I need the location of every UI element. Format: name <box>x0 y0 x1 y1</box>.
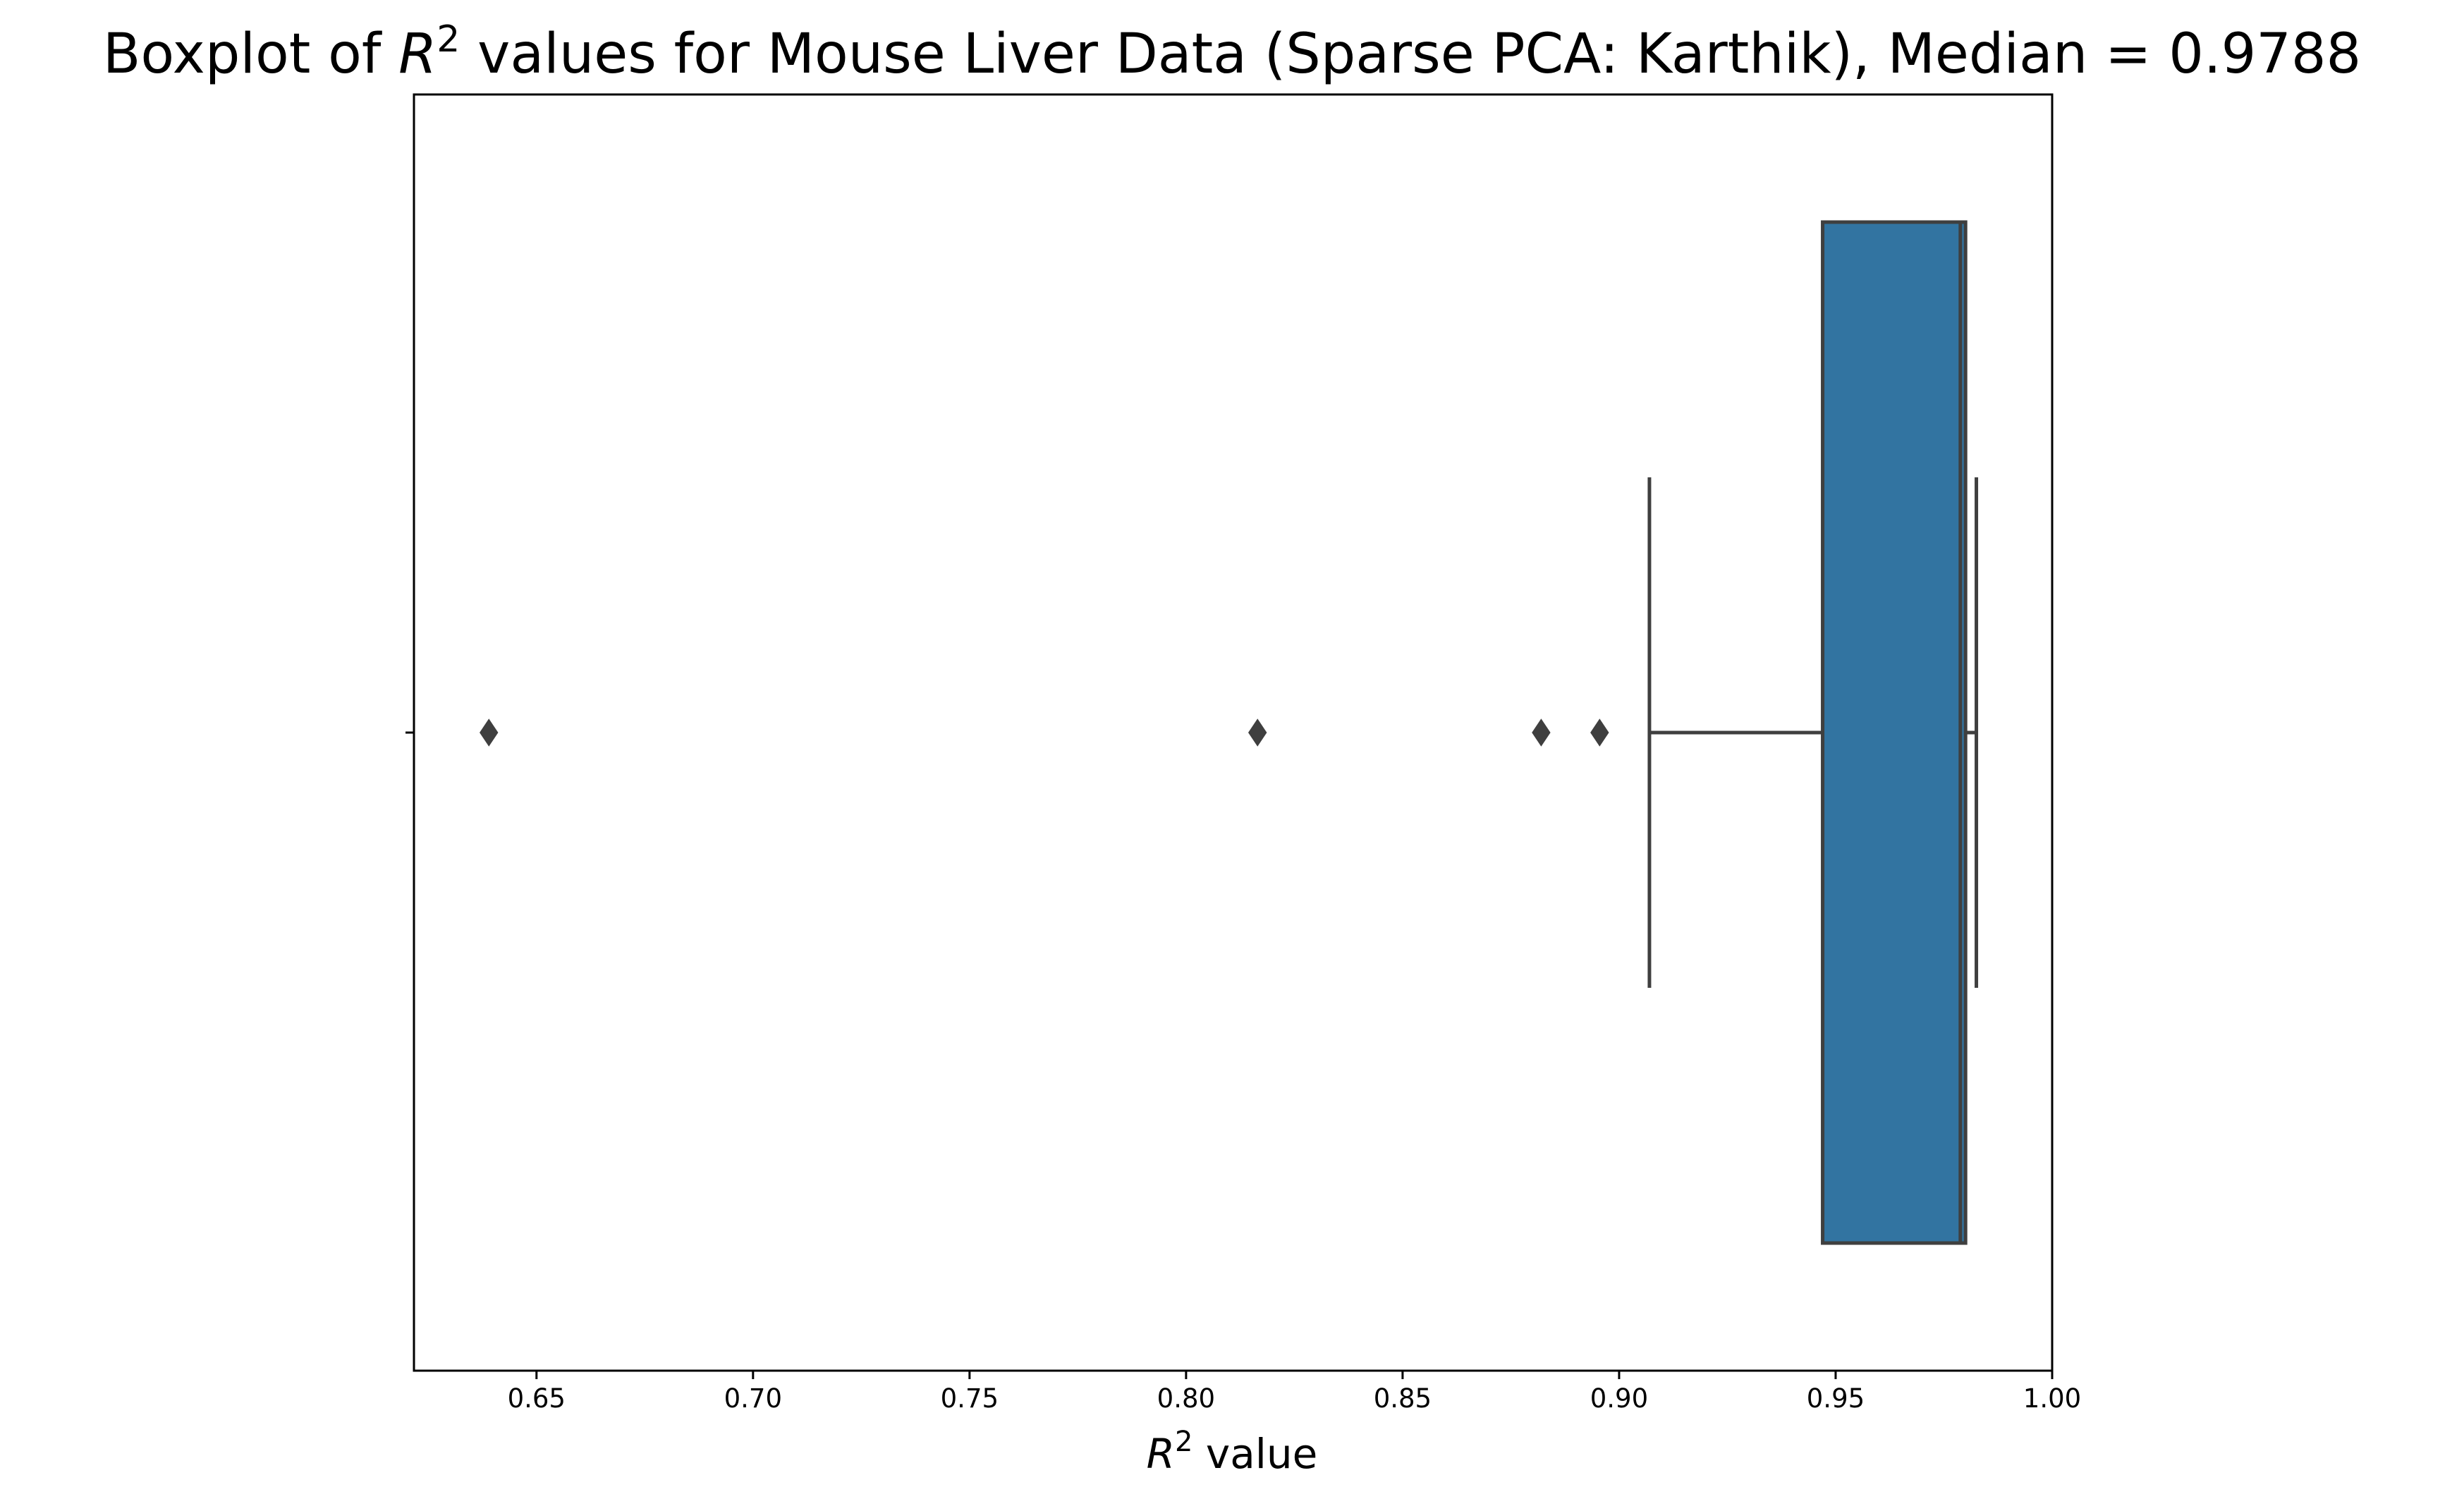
x-tick-label: 0.85 <box>1374 1383 1432 1414</box>
x-tick-label: 0.70 <box>724 1383 782 1414</box>
x-tick-label: 0.80 <box>1157 1383 1215 1414</box>
x-tick-label: 0.65 <box>508 1383 566 1414</box>
title-var: R <box>398 23 437 86</box>
x-tick-label: 0.95 <box>1807 1383 1865 1414</box>
xlabel-var: R <box>1147 1430 1175 1478</box>
x-axis-label: R2 value <box>1147 1426 1318 1478</box>
title-sup: 2 <box>437 18 460 61</box>
outlier-point <box>1590 718 1609 747</box>
iqr-box <box>1821 220 1968 1245</box>
outlier-point <box>1248 718 1267 747</box>
x-tick-label: 1.00 <box>2023 1383 2081 1414</box>
title-prefix: Boxplot of <box>103 23 398 86</box>
outlier-point <box>1532 718 1551 747</box>
x-tick-label: 0.90 <box>1590 1383 1648 1414</box>
chart-title: Boxplot of R2 values for Mouse Liver Dat… <box>103 18 2361 86</box>
outlier-point <box>480 718 499 747</box>
plot-area: 0.65 0.70 0.75 0.80 0.85 0.90 0.95 1.00 <box>405 93 2081 1414</box>
xlabel-sup: 2 <box>1175 1426 1193 1458</box>
x-tick-label: 0.75 <box>941 1383 999 1414</box>
xlabel-suffix: value <box>1193 1430 1317 1478</box>
title-suffix: values for Mouse Liver Data (Sparse PCA:… <box>460 23 2361 86</box>
